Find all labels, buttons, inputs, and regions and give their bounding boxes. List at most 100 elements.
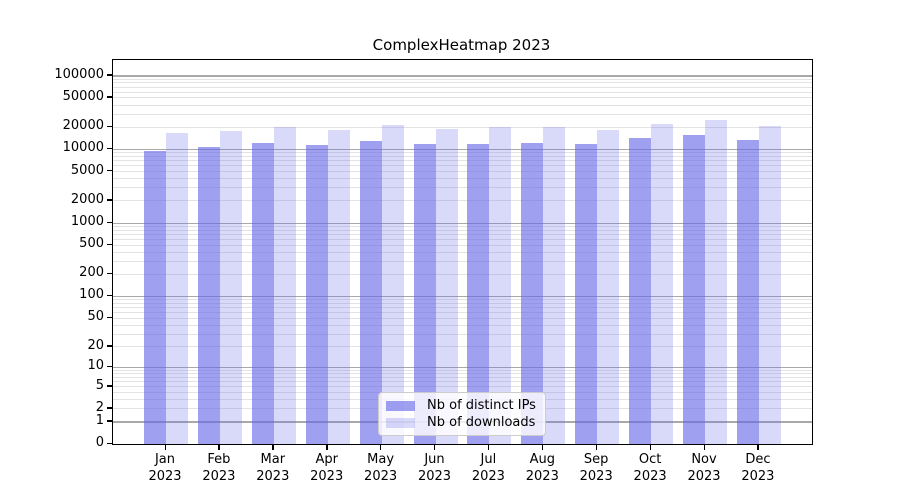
gridline-500 <box>113 244 812 246</box>
gridline-5 <box>113 386 812 388</box>
gridline-200 <box>113 273 812 275</box>
legend-item-distinct-ips: Nb of distinct IPs <box>386 398 537 413</box>
x-tick-mark-aug-2023 <box>541 444 544 450</box>
gridline-20 <box>113 346 812 348</box>
y-tick-mark-10000 <box>107 147 112 150</box>
bar-nb-of-distinct-ips-apr-2023 <box>305 145 328 444</box>
bar-nb-of-downloads-apr-2023 <box>327 129 350 444</box>
bar-nb-of-downloads-feb-2023 <box>219 131 242 444</box>
gridline-30000 <box>113 113 812 115</box>
gridline-800 <box>113 229 812 231</box>
y-tick-mark-50000 <box>107 96 112 98</box>
y-tick-label-10000: 10000 <box>62 140 104 156</box>
y-tick-label-50000: 50000 <box>62 88 104 104</box>
bar-nb-of-distinct-ips-aug-2023 <box>521 142 544 444</box>
y-tick-mark-0 <box>107 442 112 444</box>
x-tick-mark-mar-2023 <box>272 444 274 450</box>
legend-label-downloads: Nb of downloads <box>427 415 536 430</box>
y-tick-label-1: 1 <box>95 412 104 428</box>
x-tick-mark-may-2023 <box>380 444 382 450</box>
bar-nb-of-distinct-ips-jan-2023 <box>144 150 166 444</box>
y-tick-label-100000: 100000 <box>54 66 104 82</box>
gridline-90 <box>113 299 812 301</box>
x-tick-mark-jul-2023 <box>487 444 490 450</box>
gridline-60000 <box>113 91 812 93</box>
bar-nb-of-downloads-dec-2023 <box>758 125 781 444</box>
bar-nb-of-downloads-may-2023 <box>381 124 404 444</box>
gridline-70000 <box>113 86 812 88</box>
gridline-9000 <box>113 152 812 154</box>
x-tick-mark-apr-2023 <box>326 444 328 450</box>
y-tick-mark-2 <box>107 407 112 409</box>
gridline-100000 <box>113 75 812 77</box>
y-tick-mark-10 <box>107 365 112 368</box>
x-tick-mark-sep-2023 <box>595 444 598 450</box>
gridline-80000 <box>113 82 812 84</box>
y-tick-label-20: 20 <box>87 337 104 353</box>
x-tick-label-jul-2023: Jul 2023 <box>471 452 505 484</box>
bar-nb-of-downloads-aug-2023 <box>543 127 566 444</box>
x-tick-mark-feb-2023 <box>218 444 220 450</box>
gridline-20000 <box>113 126 812 128</box>
y-tick-mark-1000 <box>107 221 112 223</box>
y-tick-mark-50 <box>107 316 112 319</box>
gridline-50000 <box>113 97 812 99</box>
y-tick-mark-2000 <box>107 199 112 201</box>
y-tick-label-20000: 20000 <box>62 118 104 134</box>
y-tick-label-5: 5 <box>95 377 104 393</box>
bar-nb-of-distinct-ips-dec-2023 <box>736 139 759 444</box>
x-tick-mark-oct-2023 <box>649 444 651 450</box>
gridline-10 <box>113 366 812 369</box>
y-tick-label-2000: 2000 <box>70 191 104 207</box>
x-tick-label-oct-2023: Oct 2023 <box>633 452 667 484</box>
gridline-600 <box>113 238 812 240</box>
legend: Nb of distinct IPs Nb of downloads <box>378 392 546 436</box>
y-tick-mark-200 <box>107 272 112 275</box>
gridline-1000 <box>113 222 812 224</box>
y-tick-label-100: 100 <box>79 287 104 303</box>
legend-item-downloads: Nb of downloads <box>386 415 537 430</box>
gridline-3000 <box>113 187 812 189</box>
bar-nb-of-distinct-ips-oct-2023 <box>629 137 652 444</box>
gridline-6 <box>113 381 812 383</box>
y-tick-label-1000: 1000 <box>70 214 104 230</box>
y-tick-mark-20 <box>107 345 112 347</box>
y-tick-mark-5 <box>107 385 112 387</box>
y-tick-mark-20000 <box>107 125 112 128</box>
bar-nb-of-downloads-mar-2023 <box>273 126 296 444</box>
x-tick-label-dec-2023: Dec 2023 <box>741 452 775 484</box>
gridline-90000 <box>113 78 812 80</box>
x-tick-label-jan-2023: Jan 2023 <box>148 452 182 484</box>
x-tick-label-may-2023: May 2023 <box>364 452 398 484</box>
chart-title: ComplexHeatmap 2023 <box>372 36 551 54</box>
legend-swatch-downloads <box>386 417 415 428</box>
y-tick-label-200: 200 <box>79 265 104 281</box>
x-tick-label-mar-2023: Mar 2023 <box>256 452 290 484</box>
x-tick-mark-jun-2023 <box>434 444 436 450</box>
gridline-2000 <box>113 200 812 202</box>
x-tick-mark-nov-2023 <box>703 444 705 450</box>
legend-label-distinct-ips: Nb of distinct IPs <box>427 398 536 413</box>
x-tick-mark-dec-2023 <box>757 444 759 450</box>
x-tick-mark-jan-2023 <box>164 444 166 450</box>
gridline-8 <box>113 373 812 375</box>
gridline-100 <box>113 295 812 298</box>
gridline-30 <box>113 333 812 335</box>
y-tick-label-500: 500 <box>79 236 104 252</box>
bar-nb-of-distinct-ips-feb-2023 <box>197 146 220 444</box>
gridline-5000 <box>113 171 812 173</box>
bar-nb-of-distinct-ips-nov-2023 <box>683 135 705 444</box>
gridline-40 <box>113 324 812 326</box>
bar-nb-of-downloads-jul-2023 <box>489 126 512 444</box>
gridline-900 <box>113 225 812 227</box>
y-tick-label-50: 50 <box>87 309 104 325</box>
bar-nb-of-downloads-jun-2023 <box>435 128 458 444</box>
y-tick-label-10: 10 <box>87 358 104 374</box>
y-tick-label-5000: 5000 <box>70 162 104 178</box>
bar-nb-of-distinct-ips-mar-2023 <box>251 142 274 444</box>
bar-nb-of-downloads-sep-2023 <box>597 130 620 444</box>
y-tick-mark-500 <box>107 243 112 246</box>
gridline-9 <box>113 369 812 371</box>
gridline-7 <box>113 376 812 378</box>
